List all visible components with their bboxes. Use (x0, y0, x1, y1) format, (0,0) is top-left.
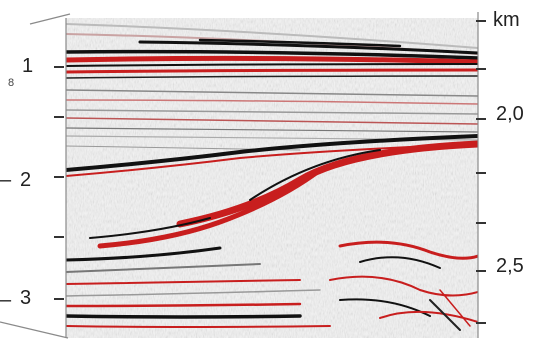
left-tick (54, 176, 64, 178)
right-tick (476, 20, 486, 22)
right-tick (476, 118, 486, 120)
right-axis-unit: km (493, 9, 520, 31)
reflector-group-top (66, 23, 478, 79)
reflector-dome (89, 140, 478, 249)
left-axis-label-2: 2 (20, 169, 32, 191)
right-tick (476, 322, 486, 324)
right-tick (476, 222, 486, 224)
right-axis-label-2-0: 2,0 (496, 103, 524, 125)
right-axis-label-2-5: 2,5 (496, 255, 524, 277)
left-tick (54, 298, 64, 300)
right-tick (476, 68, 486, 70)
right-tick (476, 270, 486, 272)
right-tick (476, 172, 486, 174)
left-axis-label-1: 1 (22, 55, 34, 77)
panel-frame (0, 12, 479, 339)
left-tick (54, 66, 64, 68)
left-axis-dash-3: – (0, 289, 12, 311)
reflector-group-lower (66, 240, 478, 331)
reflector-main-horizon (66, 134, 478, 177)
left-tick (54, 236, 64, 238)
left-axis-label-3: 3 (20, 287, 32, 309)
left-axis-marker: 8 (8, 77, 15, 89)
left-tick (54, 116, 64, 118)
left-axis-dash-2: – (0, 169, 12, 191)
